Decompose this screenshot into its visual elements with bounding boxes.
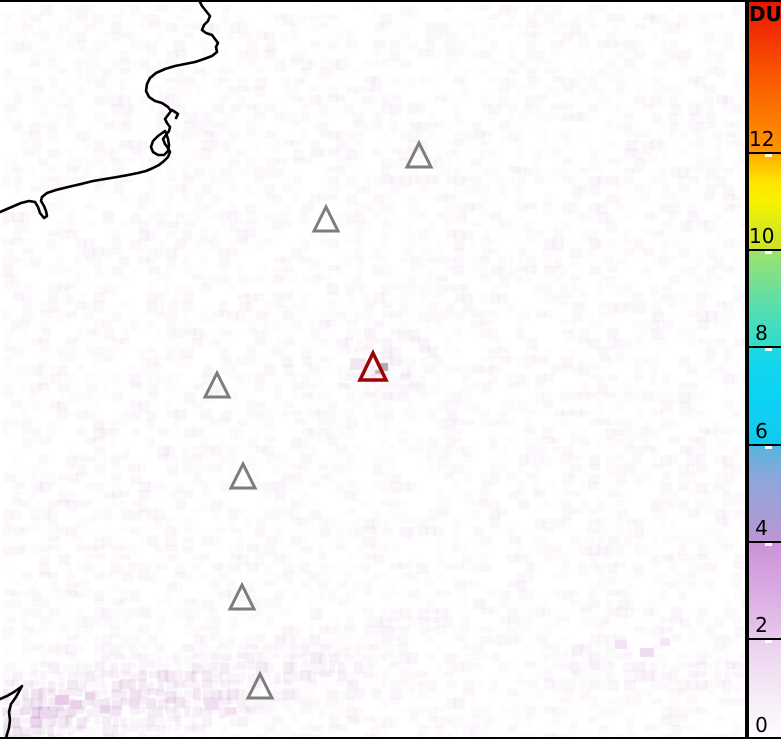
volcano-marker-inactive-4 [228,460,258,490]
colorbar-tick-label-10: 10 [749,224,775,248]
colorbar-tick-label-12: 12 [749,127,775,151]
colorbar-tick-notch-2 [765,640,772,643]
colorbar-tick-line-2 [749,638,781,640]
volcano-marker-inactive-5 [227,581,257,611]
volcano-marker-inactive-3 [202,369,232,399]
colorbar-tick-label-8: 8 [755,321,768,345]
colorbar-tick-notch-6 [765,446,772,449]
map-area [0,0,745,739]
colorbar-tick-line-4 [749,541,781,543]
colorbar-tick-notch-4 [765,543,772,546]
colorbar-tick-label-4: 4 [755,516,768,540]
frame-top-border [0,0,781,2]
frame-bottom-border [0,737,781,739]
colorbar-unit-label: DU [749,2,781,26]
colorbar: DU 12 10 8 6 4 2 0 [749,0,781,739]
colorbar-tick-label-2: 2 [755,613,768,637]
colorbar-tick-notch-8 [765,348,772,351]
coastline-path-1 [149,129,171,157]
volcano-marker-erupting-2 [357,348,389,382]
colorbar-tick-line-6 [749,444,781,446]
coastline-volcano-layer [0,0,434,739]
map-colorbar-divider [745,0,749,739]
coastline-path-2 [170,108,180,120]
colorbar-tick-line-8 [749,346,781,348]
colorbar-tick-line-12 [749,152,781,154]
colorbar-tick-notch-12 [765,154,772,157]
colorbar-tick-notch-10 [765,251,772,254]
colorbar-tick-label-0: 0 [755,713,768,737]
colorbar-tick-line-10 [749,249,781,251]
coastline-path-3 [0,684,24,739]
volcano-marker-inactive-1 [311,203,341,233]
colorbar-tick-label-6: 6 [755,419,768,443]
coastline-path-0 [0,0,220,220]
volcano-marker-inactive-6 [245,670,275,700]
volcano-marker-inactive-0 [404,139,434,169]
so2-field-layer [0,0,745,739]
